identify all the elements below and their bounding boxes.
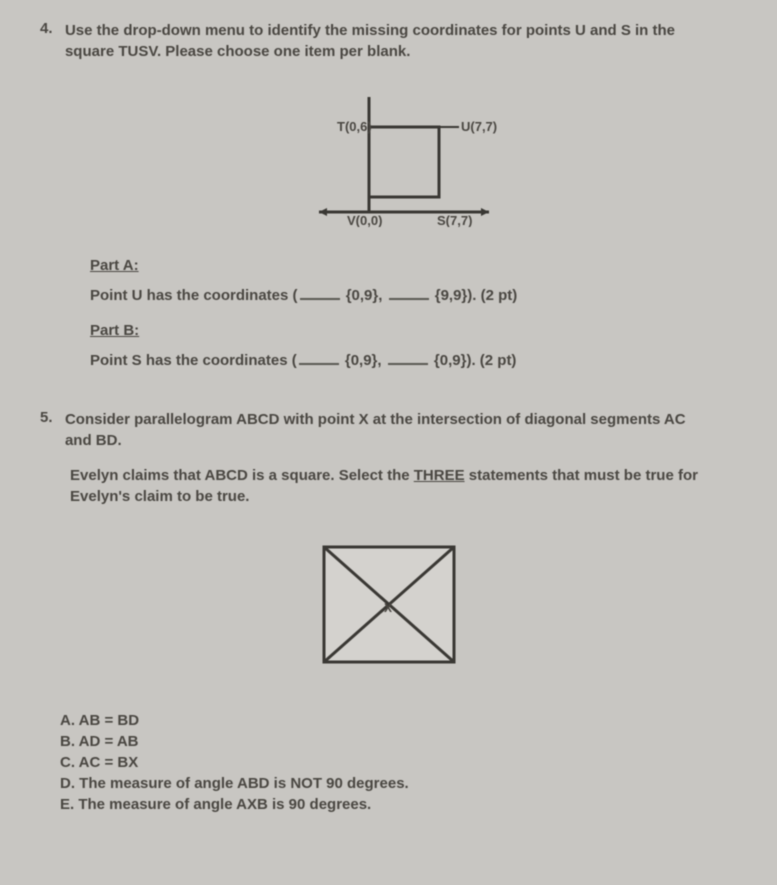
label-X: X — [384, 601, 392, 615]
part-b-label: Part B: — [90, 322, 737, 339]
blank-b2[interactable] — [388, 351, 428, 365]
parallelogram-svg: X — [304, 532, 474, 682]
pa-pre: Point U has the coordinates ( — [90, 287, 298, 304]
option-d[interactable]: D. The measure of angle ABD is NOT 90 de… — [60, 775, 737, 792]
q5-options: A. AB = BD B. AD = AB C. AC = BX D. The … — [60, 712, 737, 813]
option-a[interactable]: A. AB = BD — [60, 712, 737, 729]
label-U: U(7,7) — [461, 119, 497, 134]
q5-three: THREE — [414, 467, 465, 484]
part-b-line: Point S has the coordinates ( {0,9}, {0,… — [90, 351, 737, 369]
label-V: V(0,0) — [347, 213, 382, 227]
option-e[interactable]: E. The measure of angle AXB is 90 degree… — [60, 796, 737, 813]
q4-number: 4. — [40, 20, 53, 37]
question-4: 4. Use the drop-down menu to identify th… — [40, 20, 737, 369]
q4-prompt: Use the drop-down menu to identify the m… — [65, 20, 705, 62]
q5-number: 5. — [40, 409, 53, 426]
option-c[interactable]: C. AC = BX — [60, 754, 737, 771]
question-5: 5. Consider parallelogram ABCD with poin… — [40, 409, 737, 813]
pb-pre: Point S has the coordinates ( — [90, 352, 297, 369]
pb-end: {0,9}). (2 pt) — [430, 352, 517, 369]
blank-a2[interactable] — [389, 286, 429, 300]
pb-mid: {0,9}, — [341, 352, 382, 369]
pa-mid: {0,9}, — [342, 287, 383, 304]
pa-end: {9,9}). (2 pt) — [431, 287, 518, 304]
q5-diagram: X — [40, 532, 737, 687]
blank-b1[interactable] — [299, 351, 339, 365]
q5-subprompt: Evelyn claims that ABCD is a square. Sel… — [70, 465, 730, 507]
part-a-line: Point U has the coordinates ( {0,9}, {9,… — [90, 286, 737, 304]
option-b[interactable]: B. AD = AB — [60, 733, 737, 750]
q5-sub-pre: Evelyn claims that ABCD is a square. Sel… — [70, 467, 414, 484]
q5-prompt: Consider parallelogram ABCD with point X… — [65, 409, 705, 451]
square-tusv-svg: T(0,6) U(7,7) V(0,0) S(7,7) — [259, 87, 519, 227]
label-T: T(0,6) — [337, 119, 372, 134]
q4-diagram: T(0,6) U(7,7) V(0,0) S(7,7) — [40, 87, 737, 232]
blank-a1[interactable] — [300, 286, 340, 300]
part-a-label: Part A: — [90, 257, 737, 274]
label-S: S(7,7) — [437, 213, 472, 227]
